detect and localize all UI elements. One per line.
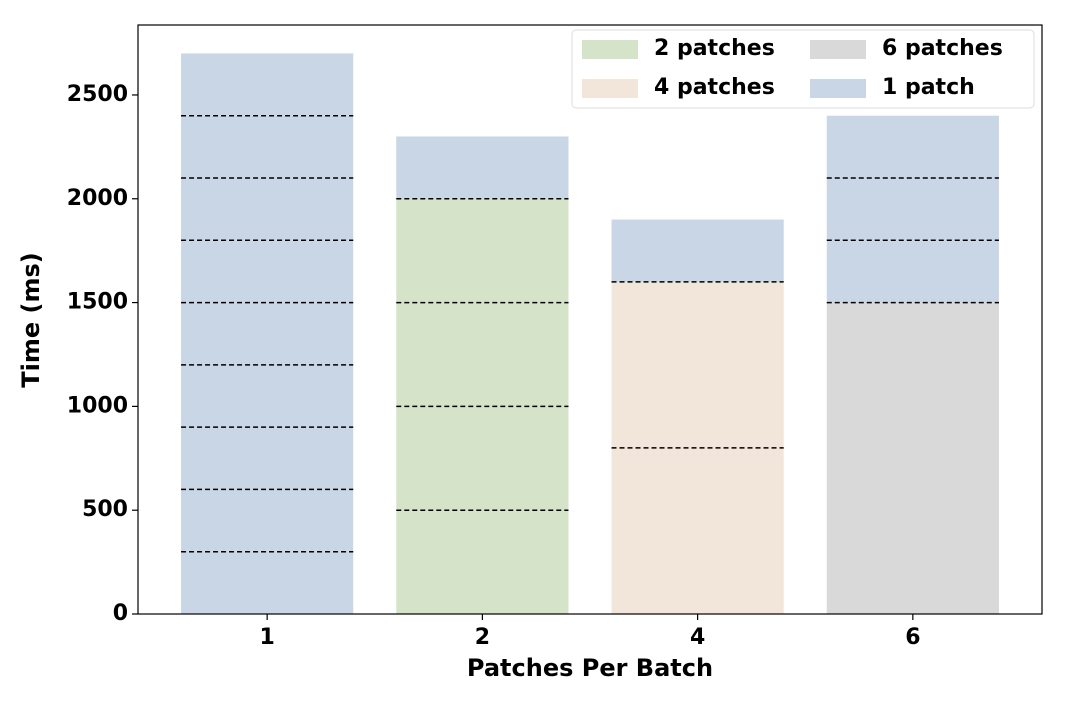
plot-frame (137, 24, 1043, 615)
x-tick-label: 2 (475, 625, 490, 650)
bar-segment (181, 489, 354, 552)
bar-segment (181, 240, 354, 303)
legend-box (571, 29, 1035, 109)
legend-swatch (810, 40, 866, 59)
bar-segment (396, 198, 569, 303)
x-tick-label: 4 (690, 625, 705, 650)
y-axis-label: Time (ms) (17, 252, 45, 387)
bar-segment (181, 302, 354, 365)
y-tick-label: 1000 (67, 393, 128, 418)
y-tick-label: 2000 (67, 186, 128, 211)
bar-segment (396, 406, 569, 511)
x-axis-label: Patches Per Batch (467, 654, 713, 682)
bar-segment (181, 364, 354, 428)
bar-segment (181, 178, 354, 241)
bar-segment (396, 510, 569, 614)
bar-segment (826, 115, 999, 179)
legend-label: 6 patches (882, 36, 1003, 61)
bar-segment (181, 551, 354, 614)
legend-swatch (582, 79, 638, 98)
y-tick-label: 1500 (67, 290, 128, 315)
x-tick-label: 1 (259, 625, 274, 650)
legend-label: 1 patch (882, 75, 975, 100)
bar-segment (396, 136, 569, 199)
legend-swatch (582, 40, 638, 59)
bar-segment (611, 447, 784, 614)
bar-segment (396, 302, 569, 407)
bar-segment (826, 240, 999, 303)
bar-segment (181, 53, 354, 116)
bar-segment (826, 302, 999, 614)
legend-label: 4 patches (654, 75, 775, 100)
y-tick-label: 500 (82, 497, 128, 522)
x-tick-label: 6 (905, 625, 920, 650)
bar-segment (611, 219, 784, 282)
legend-label: 2 patches (654, 36, 775, 61)
bar-segment (181, 115, 354, 179)
bar-segment (826, 178, 999, 241)
y-tick-label: 2500 (67, 82, 128, 107)
bar-segment (611, 281, 784, 448)
legend-swatch (810, 79, 866, 98)
bar-segment (181, 427, 354, 490)
y-tick-label: 0 (113, 601, 128, 626)
